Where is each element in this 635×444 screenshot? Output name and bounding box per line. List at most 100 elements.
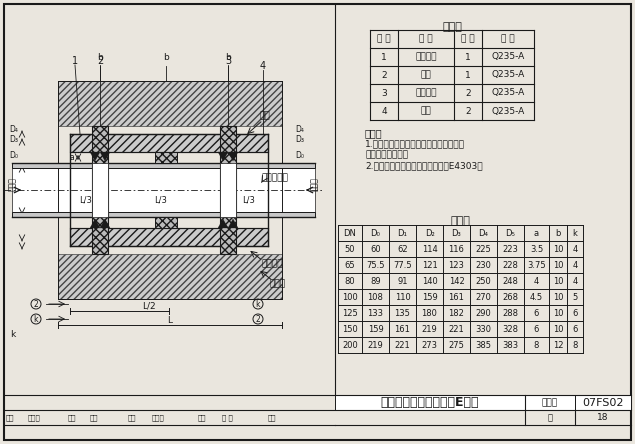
Text: 270: 270 — [476, 293, 491, 301]
Text: 沙坡: 沙坡 — [90, 414, 98, 421]
Text: 固定法兰: 固定法兰 — [415, 88, 437, 98]
Bar — [58, 254, 282, 299]
Text: 庄惠超: 庄惠超 — [152, 414, 164, 421]
Text: 1: 1 — [381, 52, 387, 62]
Bar — [220, 163, 236, 217]
Text: 4: 4 — [381, 107, 387, 115]
Text: k: k — [573, 229, 577, 238]
Text: 设计: 设计 — [198, 414, 206, 421]
Text: 273: 273 — [422, 341, 438, 349]
Text: 10: 10 — [552, 261, 563, 270]
Text: 219: 219 — [422, 325, 438, 333]
Text: 钢制套管: 钢制套管 — [415, 52, 437, 62]
Text: 221: 221 — [394, 341, 410, 349]
Text: k: k — [256, 300, 260, 309]
Text: L/2: L/2 — [142, 301, 156, 310]
Bar — [12, 168, 315, 212]
Text: 编 号: 编 号 — [377, 35, 391, 44]
Polygon shape — [90, 152, 100, 161]
Text: 钢塑复合管: 钢塑复合管 — [262, 174, 289, 182]
Text: 6: 6 — [534, 309, 539, 317]
Text: 07FS02: 07FS02 — [582, 397, 624, 408]
Text: 116: 116 — [448, 245, 464, 254]
Text: 许为民: 许为民 — [28, 414, 41, 421]
Bar — [12, 212, 315, 217]
Text: 1.管道和填充材料施工完后，再施行挡板: 1.管道和填充材料施工完后，再施行挡板 — [365, 139, 465, 148]
Polygon shape — [100, 152, 110, 161]
Text: D₄: D₄ — [295, 124, 304, 134]
Text: 冲击波: 冲击波 — [8, 177, 17, 191]
Bar — [70, 228, 268, 246]
Text: 62: 62 — [397, 245, 408, 254]
Text: 228: 228 — [502, 261, 518, 270]
Text: 2: 2 — [465, 107, 471, 115]
Text: L/3: L/3 — [243, 195, 255, 205]
Text: 180: 180 — [422, 309, 438, 317]
Text: Q235-A: Q235-A — [491, 88, 525, 98]
Text: 4: 4 — [534, 277, 539, 285]
Text: 传统: 传统 — [268, 414, 276, 421]
Polygon shape — [100, 219, 110, 228]
Text: 6: 6 — [572, 325, 578, 333]
Text: 3: 3 — [381, 88, 387, 98]
Text: 3: 3 — [225, 56, 231, 66]
Text: 221: 221 — [448, 325, 464, 333]
Text: 1: 1 — [465, 71, 471, 79]
Text: 4: 4 — [572, 277, 578, 285]
Text: 89: 89 — [370, 277, 381, 285]
Text: 140: 140 — [422, 277, 438, 285]
Text: 任 英: 任 英 — [222, 414, 233, 421]
Text: 223: 223 — [502, 245, 518, 254]
Text: 225: 225 — [476, 245, 491, 254]
Text: 77.5: 77.5 — [393, 261, 412, 270]
Text: 和固定法兰焊接。: 和固定法兰焊接。 — [365, 150, 408, 159]
Text: 防护密闭套管安装图（E型）: 防护密闭套管安装图（E型） — [381, 396, 479, 409]
Text: 230: 230 — [476, 261, 491, 270]
Text: 10: 10 — [552, 309, 563, 317]
Text: 159: 159 — [422, 293, 438, 301]
Text: 6: 6 — [534, 325, 539, 333]
Text: b: b — [163, 53, 169, 62]
Text: 328: 328 — [502, 325, 519, 333]
Text: Q235-A: Q235-A — [491, 52, 525, 62]
Text: 数 量: 数 量 — [461, 35, 475, 44]
Bar — [70, 134, 268, 152]
Text: Q235-A: Q235-A — [491, 107, 525, 115]
Text: 108: 108 — [368, 293, 384, 301]
Text: 4: 4 — [572, 261, 578, 270]
Text: 182: 182 — [448, 309, 464, 317]
Polygon shape — [90, 219, 100, 228]
Text: 材 料: 材 料 — [501, 35, 515, 44]
Text: D₃: D₃ — [295, 135, 305, 143]
Text: 125: 125 — [342, 309, 358, 317]
Text: 2: 2 — [97, 56, 103, 66]
Text: 3.75: 3.75 — [527, 261, 546, 270]
Text: 12: 12 — [552, 341, 563, 349]
Text: 75.5: 75.5 — [366, 261, 385, 270]
Text: D₀: D₀ — [10, 151, 18, 160]
Text: D₃: D₃ — [10, 135, 18, 143]
Text: D₂: D₂ — [425, 229, 434, 238]
Text: 10: 10 — [552, 245, 563, 254]
Text: 10: 10 — [552, 293, 563, 301]
Bar — [92, 126, 108, 254]
Text: 翼环: 翼环 — [420, 71, 431, 79]
Text: 油麻: 油麻 — [260, 111, 271, 120]
Text: 133: 133 — [368, 309, 384, 317]
Text: 审核: 审核 — [6, 414, 15, 421]
Text: 2: 2 — [381, 71, 387, 79]
Polygon shape — [228, 219, 238, 228]
Text: 10: 10 — [552, 325, 563, 333]
Bar — [92, 163, 108, 217]
Text: 1: 1 — [465, 52, 471, 62]
Text: 防护墙: 防护墙 — [270, 280, 286, 289]
Text: 2.焊接采用手工电弧焊，焊条型号E4303。: 2.焊接采用手工电弧焊，焊条型号E4303。 — [365, 161, 483, 170]
Text: 65: 65 — [345, 261, 356, 270]
Polygon shape — [218, 152, 228, 161]
Text: 10: 10 — [552, 277, 563, 285]
Text: 50: 50 — [345, 245, 355, 254]
Text: 石棉水泥: 石棉水泥 — [262, 259, 283, 269]
Text: D₁: D₁ — [398, 229, 408, 238]
Text: 219: 219 — [368, 341, 384, 349]
Text: D₄: D₄ — [10, 124, 18, 134]
